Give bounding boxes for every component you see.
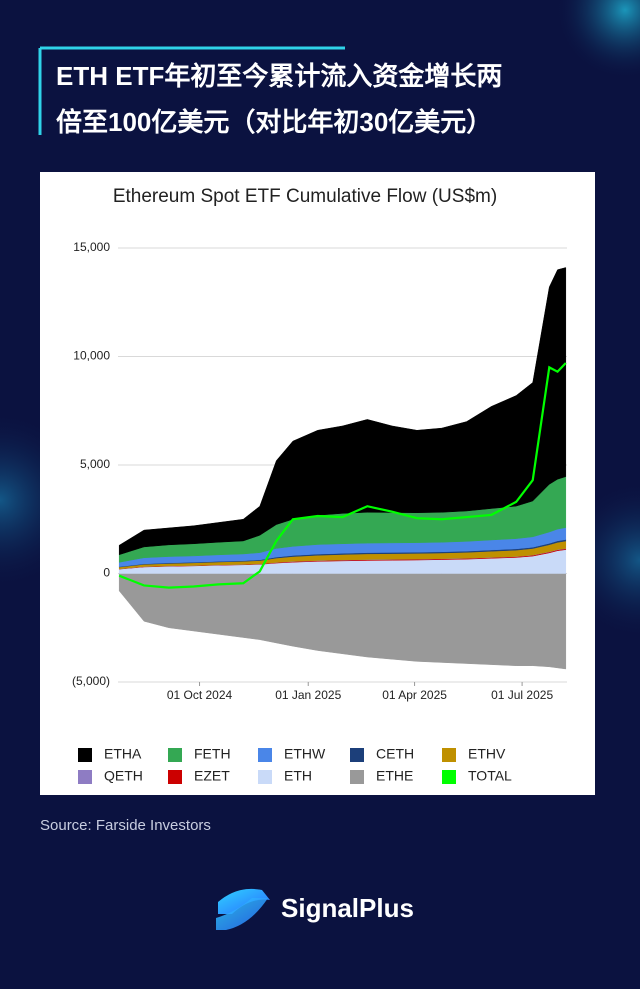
x-tick-label: 01 Oct 2024 <box>167 688 233 702</box>
chart-title: Ethereum Spot ETF Cumulative Flow (US$m) <box>113 186 497 207</box>
legend-swatch <box>258 770 272 784</box>
legend-swatch <box>350 748 364 762</box>
y-tick-label: 0 <box>103 566 110 580</box>
x-tick-label: 01 Jan 2025 <box>275 688 341 702</box>
legend-label: QETH <box>104 768 143 784</box>
area <box>118 267 567 556</box>
legend-swatch <box>78 748 92 762</box>
y-tick-label: 15,000 <box>73 240 110 254</box>
legend-swatch <box>442 770 456 784</box>
y-tick-label: 10,000 <box>73 349 110 363</box>
y-tick-label: 5,000 <box>80 457 110 471</box>
legend-swatch <box>78 770 92 784</box>
total-line <box>118 362 567 589</box>
logo-icon <box>218 888 270 914</box>
legend-swatch <box>168 748 182 762</box>
title-frame <box>38 46 345 135</box>
legend-swatch <box>258 748 272 762</box>
logo-icon <box>216 898 268 930</box>
legend-label: TOTAL <box>468 768 512 784</box>
legend-swatch <box>168 770 182 784</box>
glow <box>555 0 640 80</box>
x-tick-label: 01 Jul 2025 <box>491 688 553 702</box>
legend-swatch <box>442 748 456 762</box>
y-tick-label: (5,000) <box>72 674 110 688</box>
legend-label: ETHA <box>104 746 142 762</box>
legend-label: CETH <box>376 746 414 762</box>
legend-swatch <box>350 770 364 784</box>
brand: SignalPlus <box>281 893 414 923</box>
source: Source: Farside Investors <box>40 817 211 834</box>
legend-label: FETH <box>194 746 231 762</box>
title-line: ETH ETF年初至今累计流入资金增长两 <box>56 61 502 91</box>
title-line: 倍至100亿美元（对比年初30亿美元） <box>56 107 492 137</box>
legend-label: ETHW <box>284 746 326 762</box>
plot: (5,000) 0 5,000 10,000 15,000 01 Oct 2024 01 J… <box>72 240 567 784</box>
legend-label: ETHE <box>376 768 413 784</box>
legend-label: ETHV <box>468 746 506 762</box>
x-tick-label: 01 Apr 2025 <box>382 688 447 702</box>
legend-label: ETH <box>284 768 312 784</box>
legend-label: EZET <box>194 768 230 784</box>
